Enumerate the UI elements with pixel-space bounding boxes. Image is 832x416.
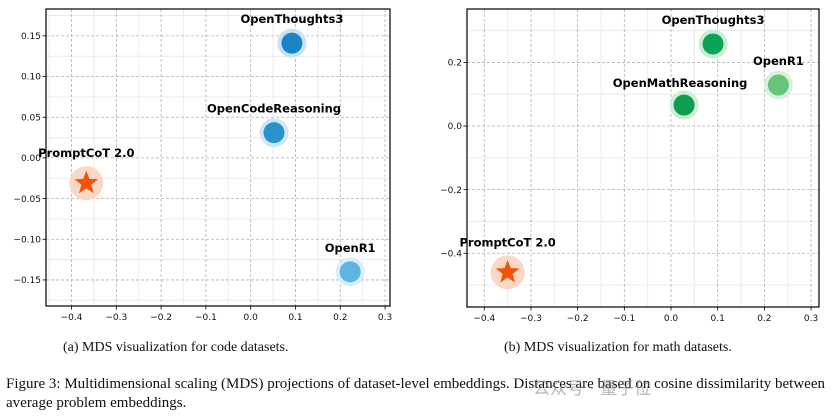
x-tick-label: −0.4 <box>473 314 495 324</box>
point-label-promptcot-2-0: PromptCoT 2.0 <box>38 146 134 160</box>
panel-code-datasets: −0.4 −0.3 −0.2 −0.1 0.0 0.1 0.2 0.3 0.15 0.10 0.05… <box>13 8 392 323</box>
x-tick-label: −0.1 <box>195 313 217 323</box>
x-tick-label: 0.0 <box>244 313 259 323</box>
y-tick-label: 0.00 <box>21 154 41 164</box>
point-openthoughts3 <box>281 32 303 54</box>
panel-math-datasets: −0.4 −0.3 −0.2 −0.1 0.0 0.1 0.2 0.3 0.2 0.0 −0.2 −0… <box>440 8 820 324</box>
point-opencodereasoning <box>263 122 285 144</box>
subcaption-a: (a) MDS visualization for code datasets. <box>63 340 289 355</box>
point-openmathreasoning <box>673 94 695 116</box>
x-tick-label: 0.1 <box>711 314 725 324</box>
x-tick-label: −0.1 <box>613 314 635 324</box>
x-tick-label: −0.2 <box>150 313 172 323</box>
y-tick-label: 0.15 <box>21 32 41 42</box>
y-tick-label: −0.4 <box>440 249 462 259</box>
x-tick-label: 0.1 <box>288 313 302 323</box>
x-tick-label: 0.3 <box>378 313 392 323</box>
x-tick-label: 0.2 <box>333 313 347 323</box>
x-tick-label: 0.2 <box>757 314 771 324</box>
axes-frame <box>45 8 391 307</box>
x-tick-label: 0.3 <box>804 314 818 324</box>
point-label-openthoughts3: OpenThoughts3 <box>662 13 765 27</box>
x-tick-label: −0.2 <box>567 314 589 324</box>
x-tick-label: −0.3 <box>105 313 127 323</box>
point-label-openthoughts3: OpenThoughts3 <box>240 12 343 26</box>
point-star-promptcot-2-0 <box>74 170 99 194</box>
subcaption-b: (b) MDS visualization for math datasets. <box>504 340 732 355</box>
x-tick-label: −0.4 <box>61 313 83 323</box>
y-tick-label: −0.10 <box>13 235 41 245</box>
point-label-openr1: OpenR1 <box>325 241 376 255</box>
x-tick-label: −0.3 <box>520 314 542 324</box>
figure-caption: Figure 3: Multidimensional scaling (MDS)… <box>6 376 825 411</box>
axes-frame <box>466 8 820 308</box>
y-tick-label: −0.2 <box>440 186 462 196</box>
point-star-promptcot-2-0 <box>495 259 520 283</box>
y-tick-label: 0.0 <box>448 122 463 132</box>
point-label-openr1: OpenR1 <box>753 54 804 68</box>
y-tick-label: 0.2 <box>448 59 462 69</box>
watermark: 公众号 · 量子位 <box>533 379 652 399</box>
y-tick-label: −0.15 <box>13 276 41 286</box>
figure-plots: −0.4 −0.3 −0.2 −0.1 0.0 0.1 0.2 0.3 0.15 0.10 0.05… <box>13 8 820 324</box>
point-label-promptcot-2-0: PromptCoT 2.0 <box>459 235 555 249</box>
x-tick-label: 0.0 <box>664 314 679 324</box>
point-label-opencodereasoning: OpenCodeReasoning <box>207 102 341 116</box>
point-openr1 <box>339 261 361 283</box>
y-tick-label: 0.10 <box>21 73 41 83</box>
point-label-openmathreasoning: OpenMathReasoning <box>613 76 748 90</box>
y-tick-label: −0.05 <box>13 195 41 205</box>
y-tick-label: 0.05 <box>21 113 41 123</box>
point-openr1 <box>767 74 789 96</box>
point-openthoughts3 <box>702 33 724 55</box>
